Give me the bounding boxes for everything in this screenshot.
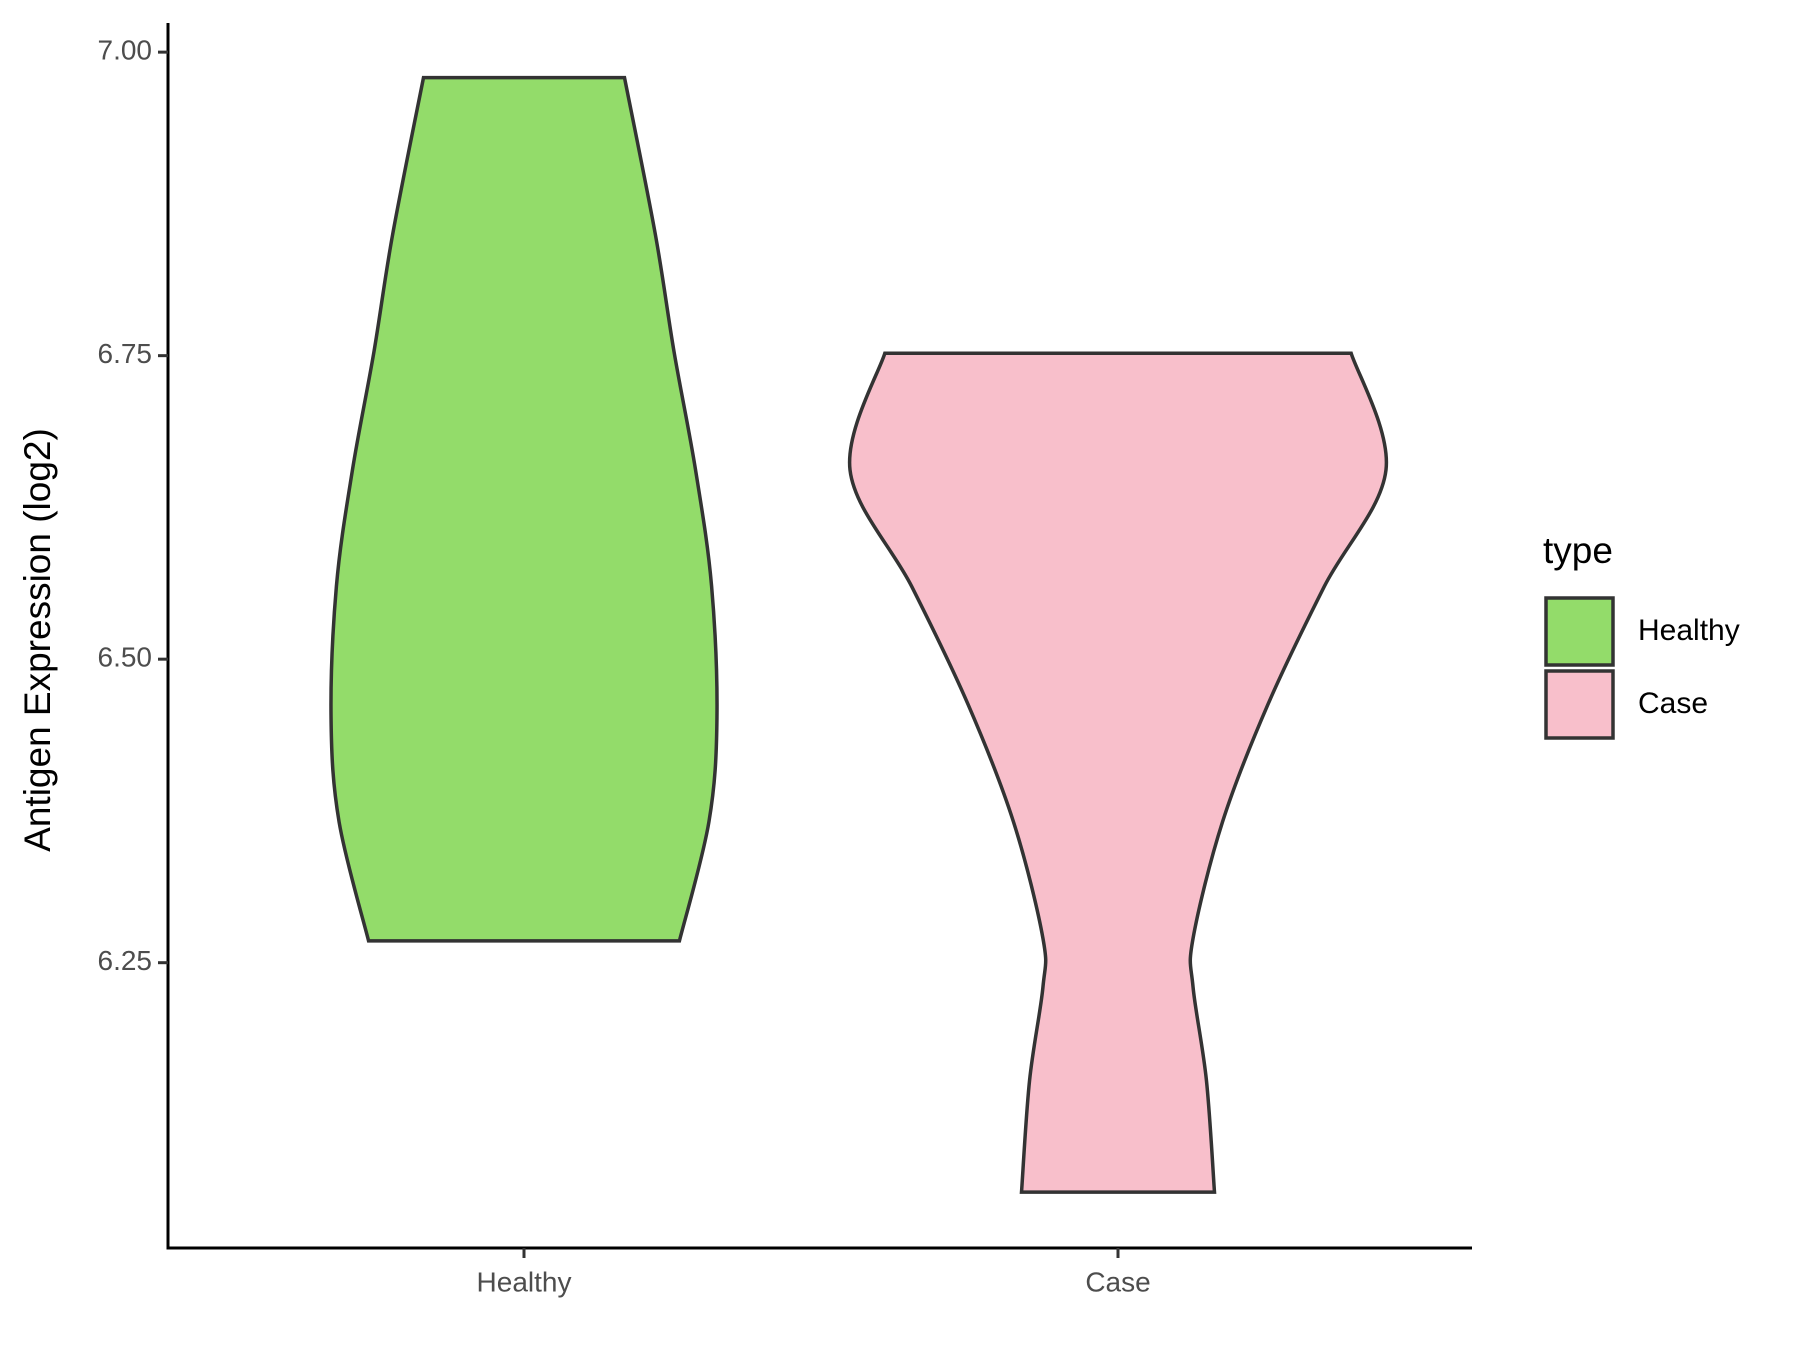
legend-label: Healthy (1638, 614, 1740, 647)
x-tick-label: Healthy (477, 1266, 572, 1297)
legend-key (1544, 669, 1615, 740)
y-tick-label: 6.25 (98, 945, 153, 976)
legend-title: type (1543, 530, 1613, 571)
legend-label: Case (1638, 687, 1708, 720)
y-axis-title: Antigen Expression (log2) (17, 428, 58, 852)
legend-key (1544, 596, 1615, 667)
violin (329, 75, 719, 943)
y-tick-label: 6.50 (98, 642, 153, 673)
y-tick-label: 6.75 (98, 338, 153, 369)
violin (847, 351, 1389, 1194)
y-tick-label: 7.00 (98, 35, 153, 66)
x-tick-label: Case (1085, 1266, 1150, 1297)
